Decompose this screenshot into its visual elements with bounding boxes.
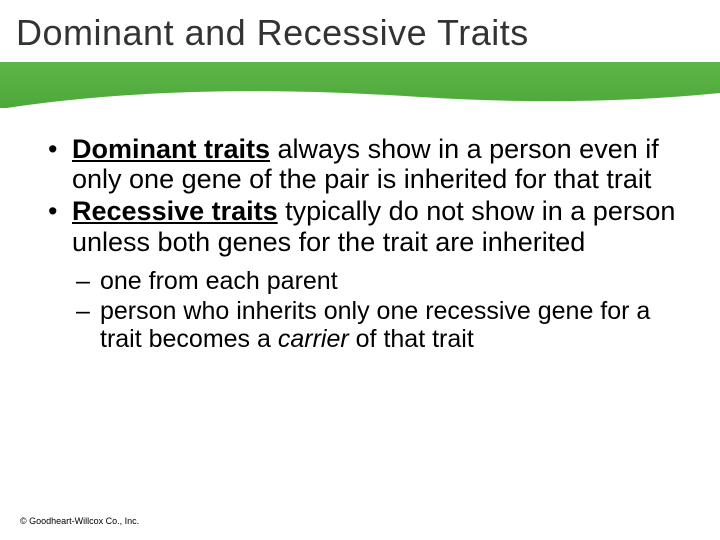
sub-text-italic: carrier — [278, 325, 349, 353]
term-recessive: Recessive traits — [72, 196, 278, 226]
main-bullet-list: Dominant traits always show in a person … — [44, 134, 676, 257]
bullet-item: Recessive traits typically do not show i… — [44, 196, 676, 256]
content-area: Dominant traits always show in a person … — [0, 108, 720, 353]
page-title: Dominant and Recessive Traits — [0, 0, 720, 62]
sub-bullet-item: person who inherits only one recessive g… — [72, 297, 676, 353]
banner-swoop — [0, 87, 720, 109]
sub-bullet-list: one from each parent person who inherits… — [72, 267, 676, 353]
copyright-text: © Goodheart-Willcox Co., Inc. — [20, 516, 139, 526]
bullet-item: Dominant traits always show in a person … — [44, 134, 676, 194]
sub-text-suffix: of that trait — [349, 325, 474, 353]
sub-text: one from each parent — [100, 267, 338, 295]
header: Dominant and Recessive Traits — [0, 0, 720, 108]
term-dominant: Dominant traits — [72, 134, 270, 164]
title-banner — [0, 62, 720, 108]
sub-bullet-item: one from each parent — [72, 267, 676, 295]
